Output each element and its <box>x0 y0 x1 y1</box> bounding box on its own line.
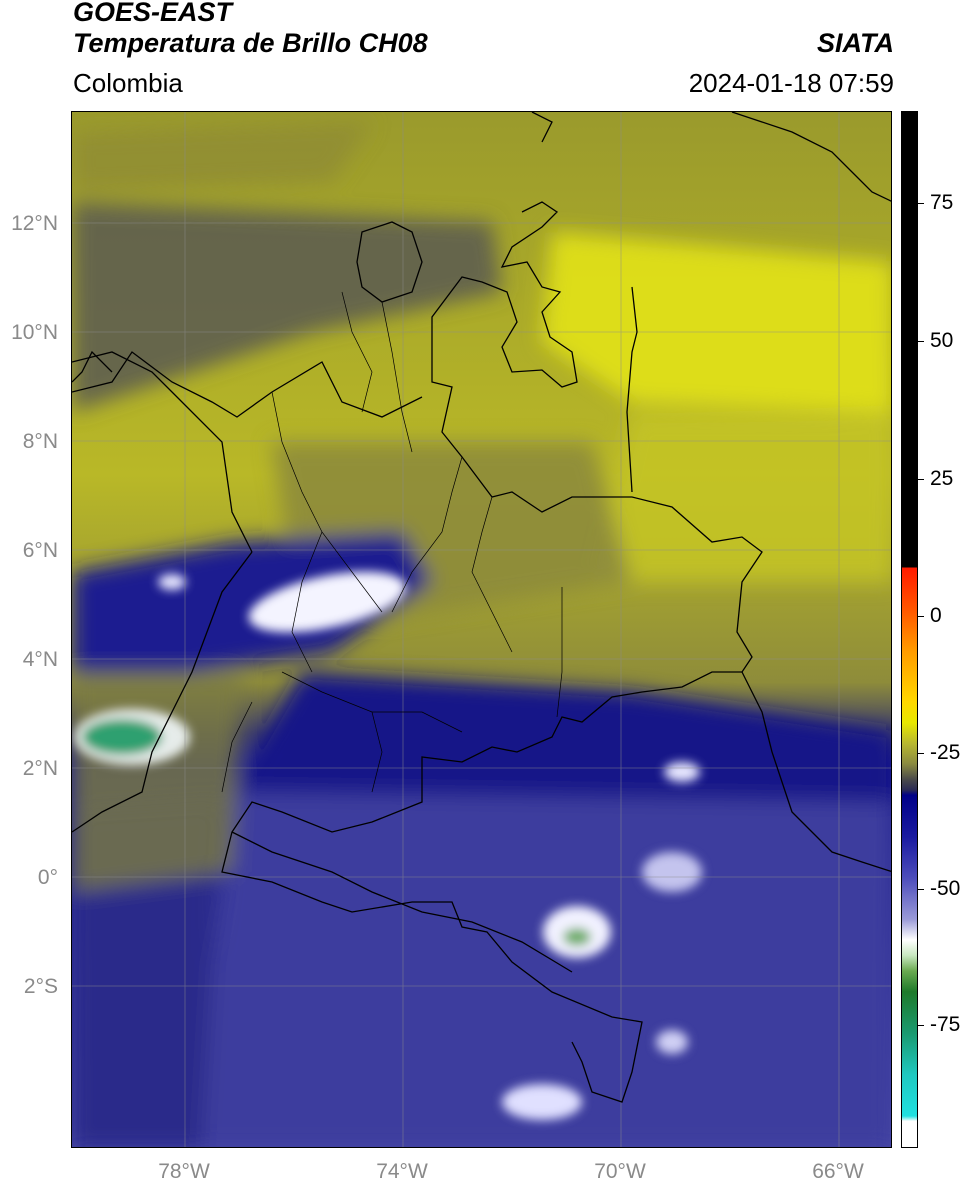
agency-label: SIATA <box>817 28 894 58</box>
lon-label-66w: 66°W <box>812 1160 864 1183</box>
temperature-colorbar <box>901 111 918 1148</box>
colorbar-label-0: 0 <box>930 604 942 627</box>
map-title-line1: GOES-EAST <box>73 0 233 27</box>
graticule <box>72 112 891 1147</box>
lat-label-4n: 4°N <box>22 648 58 671</box>
map-title-line2: Temperatura de Brillo CH08 <box>73 28 428 58</box>
lat-label-2s: 2°S <box>23 975 58 998</box>
colorbar-tick <box>918 203 924 204</box>
colorbar-label-50: 50 <box>930 329 954 352</box>
department-borders <box>221 291 563 793</box>
colorbar-tick <box>918 1025 924 1026</box>
satellite-map[interactable] <box>71 111 892 1148</box>
colorbar-label-minus50: -50 <box>930 877 961 900</box>
brightness-temperature-field <box>72 112 891 1147</box>
lat-label-2n: 2°N <box>22 757 58 780</box>
lat-label-12n: 12°N <box>11 212 58 235</box>
region-label: Colombia <box>73 68 183 98</box>
colorbar-label-25: 25 <box>930 467 954 490</box>
colorbar-tick <box>918 889 924 890</box>
colorbar-label-minus75: -75 <box>930 1013 961 1036</box>
lat-label-6n: 6°N <box>22 539 58 562</box>
lat-label-10n: 10°N <box>11 321 58 344</box>
lat-label-8n: 8°N <box>22 430 58 453</box>
colorbar-tick <box>918 479 924 480</box>
timestamp-label: 2024-01-18 07:59 <box>688 68 894 98</box>
lon-label-74w: 74°W <box>376 1160 428 1183</box>
colorbar-label-minus25: -25 <box>930 741 961 764</box>
colorbar-tick <box>918 616 924 617</box>
lat-label-0: 0° <box>37 866 58 889</box>
colorbar-label-75: 75 <box>930 191 954 214</box>
colorbar-tick <box>918 753 924 754</box>
lon-label-70w: 70°W <box>594 1160 646 1183</box>
country-borders <box>72 112 891 1103</box>
colorbar-tick <box>918 341 924 342</box>
lon-label-78w: 78°W <box>158 1160 210 1183</box>
